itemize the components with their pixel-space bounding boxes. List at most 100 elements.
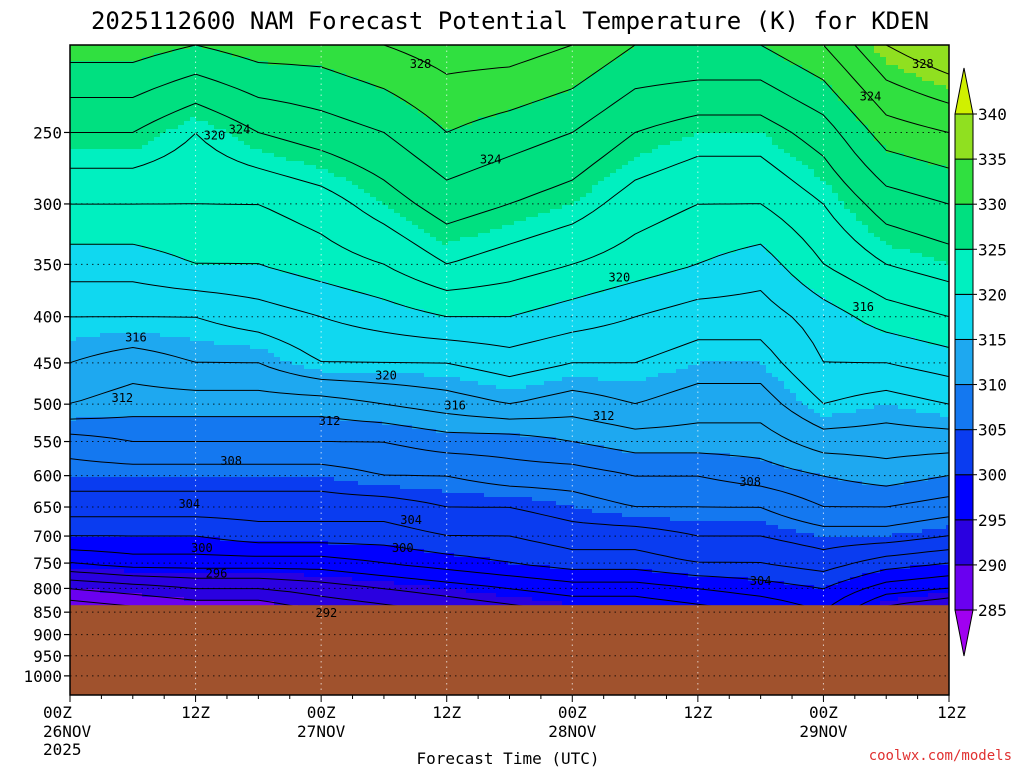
field-cell <box>394 133 401 138</box>
field-cell <box>814 77 821 82</box>
field-cell <box>118 69 125 74</box>
field-cell <box>418 149 425 154</box>
field-cell <box>106 129 113 134</box>
field-cell <box>892 57 899 62</box>
field-cell <box>442 73 449 78</box>
field-cell <box>388 173 395 178</box>
field-cell <box>70 89 77 94</box>
field-cell <box>592 145 599 150</box>
field-cell <box>316 157 323 162</box>
field-cell <box>922 109 929 114</box>
field-cell <box>298 137 305 142</box>
field-cell <box>406 141 413 146</box>
field-cell <box>574 45 581 50</box>
field-cell <box>262 105 269 110</box>
field-cell <box>610 73 617 78</box>
field-cell <box>448 57 455 62</box>
field-cell <box>220 77 227 82</box>
field-cell <box>370 129 377 134</box>
field-cell <box>676 149 683 154</box>
field-cell <box>172 57 179 62</box>
field-cell <box>514 153 521 158</box>
field-cell <box>718 89 725 94</box>
field-cell <box>556 121 563 126</box>
field-cell <box>826 121 833 126</box>
field-cell <box>388 121 395 126</box>
field-cell <box>610 81 617 86</box>
field-cell <box>610 105 617 110</box>
field-cell <box>544 77 551 82</box>
field-cell <box>766 157 773 162</box>
field-cell <box>808 81 815 86</box>
field-cell <box>574 97 581 102</box>
field-cell <box>106 73 113 78</box>
field-cell <box>244 173 251 178</box>
field-cell <box>760 165 767 170</box>
field-cell <box>514 97 521 102</box>
field-cell <box>526 141 533 146</box>
field-cell <box>184 65 191 70</box>
field-cell <box>490 117 497 122</box>
field-cell <box>298 177 305 182</box>
field-cell <box>358 137 365 142</box>
field-cell <box>664 57 671 62</box>
field-cell <box>130 73 137 78</box>
field-cell <box>586 153 593 158</box>
field-cell <box>88 105 95 110</box>
field-cell <box>490 137 497 142</box>
field-cell <box>874 177 881 182</box>
field-cell <box>640 105 647 110</box>
field-cell <box>448 137 455 142</box>
field-cell <box>130 165 137 170</box>
field-cell <box>742 125 749 130</box>
field-cell <box>442 165 449 170</box>
field-cell <box>286 89 293 94</box>
field-cell <box>160 57 167 62</box>
field-cell <box>112 69 119 74</box>
field-cell <box>754 165 761 170</box>
field-cell <box>274 65 281 70</box>
field-cell <box>160 69 167 74</box>
field-cell <box>82 57 89 62</box>
field-cell <box>640 89 647 94</box>
field-cell <box>448 89 455 94</box>
field-cell <box>940 149 947 154</box>
field-cell <box>556 117 563 122</box>
field-cell <box>82 117 89 122</box>
field-cell <box>328 97 335 102</box>
field-cell <box>724 165 731 170</box>
field-cell <box>280 177 287 182</box>
field-cell <box>820 89 827 94</box>
field-cell <box>652 93 659 98</box>
field-cell <box>778 61 785 66</box>
field-cell <box>850 129 857 134</box>
field-cell <box>664 141 671 146</box>
field-cell <box>922 129 929 134</box>
field-cell <box>580 89 587 94</box>
field-cell <box>640 73 647 78</box>
field-cell <box>310 97 317 102</box>
field-cell <box>148 61 155 66</box>
field-cell <box>76 97 83 102</box>
field-cell <box>556 145 563 150</box>
field-cell <box>868 101 875 106</box>
field-cell <box>784 69 791 74</box>
field-cell <box>712 89 719 94</box>
field-cell <box>706 161 713 166</box>
field-cell <box>328 81 335 86</box>
field-cell <box>508 81 515 86</box>
field-cell <box>196 69 203 74</box>
field-cell <box>280 145 287 150</box>
field-cell <box>160 177 167 182</box>
field-cell <box>556 77 563 82</box>
field-cell <box>946 65 950 70</box>
field-cell <box>286 141 293 146</box>
field-cell <box>304 117 311 122</box>
field-cell <box>928 97 935 102</box>
field-cell <box>238 105 245 110</box>
field-cell <box>424 117 431 122</box>
field-cell <box>160 149 167 154</box>
field-cell <box>760 97 767 102</box>
field-cell <box>730 149 737 154</box>
field-cell <box>172 157 179 162</box>
